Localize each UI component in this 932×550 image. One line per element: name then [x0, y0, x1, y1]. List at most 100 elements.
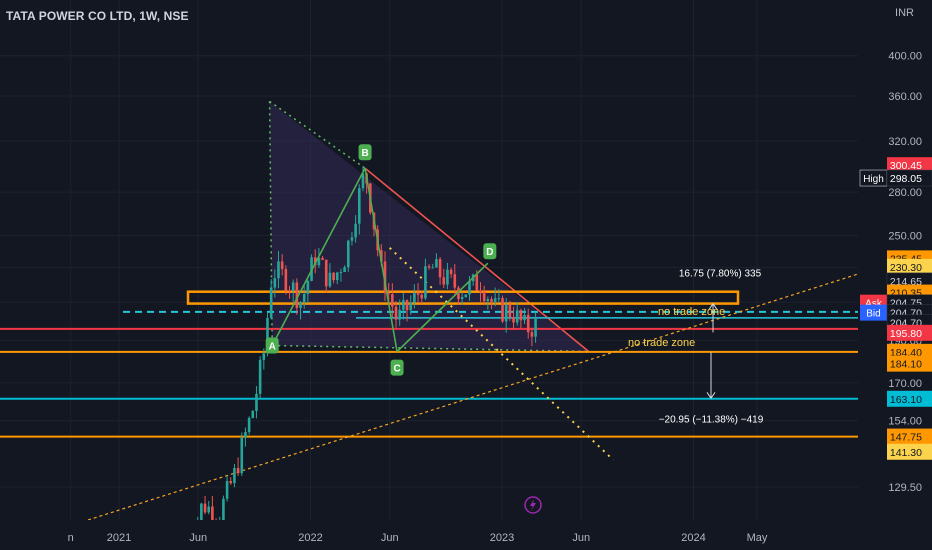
price-label-141-30: 141.30 [887, 443, 932, 460]
y-tick-label: 250.00 [888, 230, 922, 242]
price-label-195-80: 195.80 [887, 324, 932, 341]
price-label-184-10: 184.10 [887, 355, 932, 372]
candle-body [299, 302, 302, 308]
candle-body [482, 291, 486, 302]
candle-body [343, 267, 346, 273]
candle [339, 268, 343, 282]
candle [207, 500, 211, 515]
candle-body [508, 304, 512, 318]
candle [427, 264, 431, 270]
candle [295, 278, 299, 315]
candle-body [266, 317, 269, 354]
candle [402, 292, 405, 320]
candle-body [383, 261, 387, 294]
candle [222, 495, 225, 524]
candle-body [324, 259, 328, 287]
y-tick-label: 320.00 [888, 136, 922, 148]
candle [229, 477, 233, 485]
candle-body [519, 310, 523, 321]
candle-body [501, 298, 504, 322]
candle-body [200, 503, 203, 521]
candle [273, 269, 277, 298]
candle [413, 284, 416, 309]
candle-body [350, 237, 354, 241]
triangle-fill [269, 101, 589, 352]
price-label-text: 141.30 [890, 447, 922, 459]
candle-body [497, 298, 501, 300]
candle [350, 231, 354, 246]
candle [424, 258, 427, 301]
candle [244, 427, 247, 447]
candle-body [435, 259, 438, 268]
candle-body [332, 272, 335, 281]
x-tick-label: 2022 [298, 532, 322, 544]
price-label-bg [887, 355, 932, 372]
candle [291, 279, 295, 302]
candle-body [457, 287, 460, 300]
price-label-163-10: 163.10 [887, 390, 932, 407]
candle-body [424, 266, 427, 299]
candle [486, 296, 490, 310]
candle [299, 300, 302, 320]
abcd-pattern: A B C D [265, 144, 497, 376]
candle [277, 250, 280, 289]
candle-body [475, 274, 479, 291]
pattern-point-label: B [361, 148, 368, 159]
candle [482, 285, 486, 305]
candle [251, 409, 255, 419]
candle [534, 312, 537, 343]
candle [203, 495, 207, 515]
candle-body [321, 257, 324, 260]
y-tick-label: 170.00 [888, 378, 922, 390]
candle [464, 294, 468, 298]
measure-up-label: 16.75 (7.80%) 335 [679, 269, 762, 280]
candle-body [288, 290, 291, 292]
price-label-230-30: 230.30 [887, 258, 932, 275]
price-label-text: 184.10 [890, 359, 922, 371]
pattern-point-badge [358, 144, 372, 161]
candle [530, 327, 534, 347]
symbol-title: TATA POWER CO LTD, 1W, NSE [6, 9, 189, 23]
candle-body [402, 300, 405, 310]
measure-down-label: −20.95 (−11.38%) −419 [659, 415, 764, 426]
candle-body [346, 240, 350, 268]
abcd-leg [364, 168, 398, 352]
rising-trendline [87, 273, 859, 521]
pattern-point-badge [265, 337, 279, 354]
candle [435, 253, 438, 268]
x-tick-label: Jun [189, 532, 207, 544]
price-labels: 300.45High298.05235.45230.30214.65210.35… [859, 157, 932, 460]
candle-body [233, 467, 236, 484]
measure-down-arrowhead [706, 392, 716, 400]
candle-body [244, 432, 247, 438]
price-label-bg [887, 390, 932, 407]
candle-body [449, 269, 453, 275]
price-tag-bg [860, 304, 887, 321]
candle-body [504, 304, 508, 322]
candle [409, 295, 413, 315]
lightning-icon[interactable] [524, 496, 542, 514]
candle [354, 215, 357, 243]
candle-body [328, 272, 332, 287]
candle-body [468, 281, 471, 295]
candle-body [255, 393, 258, 411]
candle-body [405, 300, 409, 311]
price-label-text: 300.45 [890, 160, 922, 172]
y-tick-label: 129.50 [888, 482, 922, 494]
candle-body [280, 261, 284, 270]
candle-body [236, 467, 240, 474]
candle-body [486, 299, 490, 302]
candle [526, 308, 530, 339]
candle-body [262, 353, 266, 360]
time-axis-bg [0, 520, 860, 550]
candle-body [398, 309, 401, 320]
candle-body [284, 269, 288, 291]
candle [449, 267, 453, 279]
candle [493, 287, 497, 307]
candle [387, 283, 390, 302]
x-tick-label: May [747, 532, 768, 544]
x-tick-label: 2023 [490, 532, 514, 544]
price-label-147-75: 147.75 [887, 428, 932, 445]
candle-body [515, 310, 519, 323]
